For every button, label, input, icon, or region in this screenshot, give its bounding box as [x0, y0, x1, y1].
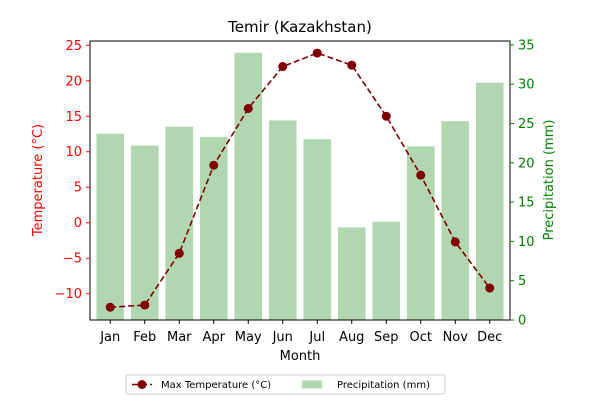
- precip-bar-jul: [303, 139, 332, 320]
- precip-bar-jan: [96, 133, 125, 320]
- x-tick-label: Apr: [203, 330, 226, 345]
- precip-bar-dec: [475, 82, 504, 321]
- temp-point-mar: [174, 248, 184, 258]
- y-left-tick-label: 25: [65, 39, 82, 54]
- chart-title: Temir (Kazakhstan): [227, 18, 372, 36]
- plot-frame: [89, 40, 511, 321]
- temp-point-feb: [140, 300, 150, 310]
- legend-label-temperature: Max Temperature (°C): [161, 380, 271, 391]
- precip-bar-feb: [130, 145, 159, 320]
- precip-bar-sep: [372, 221, 401, 320]
- temp-point-dec: [485, 283, 495, 293]
- x-tick-label: May: [235, 330, 262, 345]
- precipitation-bars: [96, 52, 504, 321]
- temperature-series-line: [110, 52, 491, 309]
- x-tick-label: Oct: [410, 330, 432, 345]
- legend-box: [125, 374, 446, 395]
- temp-point-jul: [312, 48, 322, 58]
- x-tick-label: Jun: [272, 330, 293, 345]
- y-left-tick-label: −10: [55, 287, 82, 302]
- temp-point-sep: [381, 111, 391, 121]
- x-tick-label: Aug: [339, 330, 364, 345]
- y-right-tick-label: 20: [518, 156, 535, 171]
- y-left-tick-label: 20: [65, 74, 82, 89]
- temp-point-nov: [450, 237, 460, 247]
- temperature-line: [105, 48, 495, 312]
- temp-point-jan: [105, 302, 115, 312]
- x-tick-label: Jan: [99, 330, 120, 345]
- y-left-tick-label: 0: [74, 216, 82, 231]
- y-left-tick-label: −5: [63, 252, 82, 267]
- temp-point-jun: [278, 62, 288, 72]
- y-left-tick-label: 15: [65, 110, 82, 125]
- legend-label-precipitation: Precipitation (mm): [337, 380, 430, 391]
- precip-bar-nov: [441, 121, 470, 320]
- temp-point-apr: [209, 160, 219, 170]
- y-right-tick-label: 0: [518, 314, 526, 329]
- temp-point-may: [243, 103, 253, 113]
- y-right-tick-label: 35: [518, 38, 535, 53]
- temp-point-oct: [416, 170, 426, 180]
- x-tick-label: Dec: [477, 330, 502, 345]
- y-left-tick-label: 5: [74, 181, 82, 196]
- y-axis-left-label: Temperature (°C): [31, 124, 46, 237]
- precip-bar-jun: [268, 120, 297, 320]
- y-axis-right-label: Precipitation (mm): [542, 120, 557, 241]
- precip-bar-aug: [337, 227, 366, 320]
- precip-bar-may: [234, 52, 263, 320]
- legend-line-marker: [137, 380, 147, 389]
- y-left-tick-label: 10: [65, 145, 82, 160]
- y-right-tick-label: 5: [518, 274, 526, 289]
- y-right-tick-label: 25: [518, 117, 535, 132]
- y-right-tick-label: 30: [518, 78, 535, 93]
- axes: −10 −5 0 5 10 15 20 25 0 5 10 15 20 25 30 35 Jan Feb Mar Ap…: [55, 38, 535, 345]
- x-tick-label: Sep: [374, 330, 399, 345]
- x-tick-label: Feb: [133, 330, 156, 345]
- legend: Max Temperature (°C) Precipitation (mm): [125, 374, 446, 395]
- precip-bar-mar: [165, 126, 194, 320]
- temp-point-aug: [347, 60, 357, 70]
- legend-bar-swatch: [302, 380, 322, 389]
- x-tick-label: Jul: [308, 330, 325, 345]
- y-right-tick-label: 15: [518, 196, 535, 211]
- x-tick-label: Nov: [443, 330, 469, 345]
- x-axis-label: Month: [280, 349, 321, 364]
- x-tick-label: Mar: [167, 330, 192, 345]
- y-right-tick-label: 10: [518, 235, 535, 250]
